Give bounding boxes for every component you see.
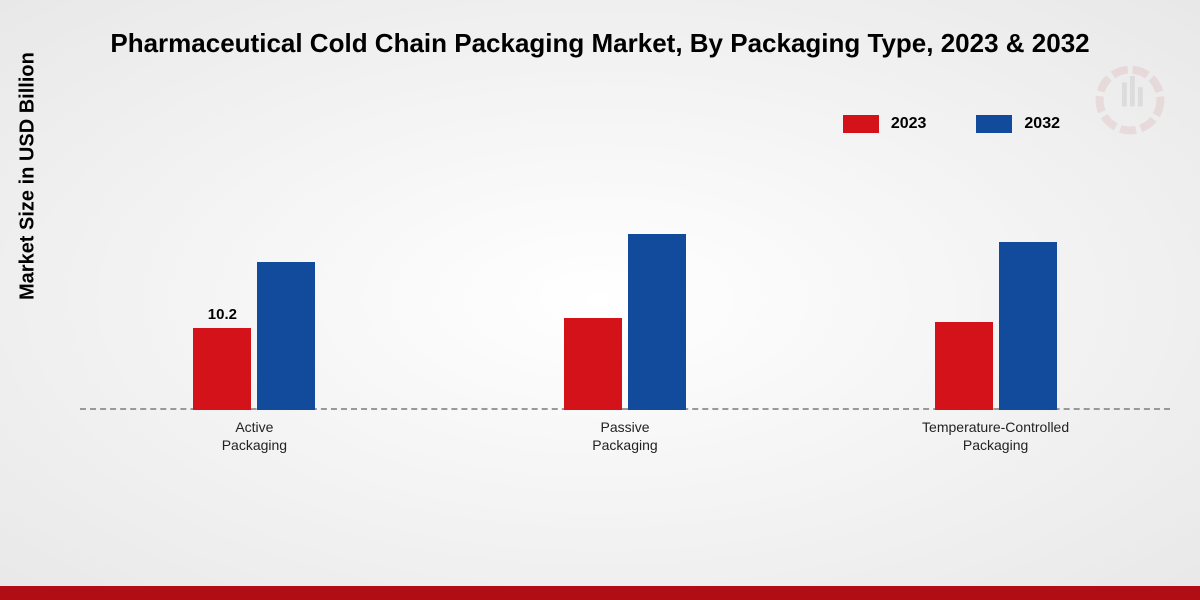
legend-label-2032: 2032 xyxy=(1024,115,1060,133)
bar-group: Temperature-Controlled Packaging xyxy=(935,242,1057,410)
legend-swatch-2023 xyxy=(843,115,879,133)
legend-item-2023: 2023 xyxy=(843,115,927,133)
bar-2023 xyxy=(935,322,993,410)
legend-swatch-2032 xyxy=(976,115,1012,133)
chart-title: Pharmaceutical Cold Chain Packaging Mark… xyxy=(0,28,1200,59)
legend: 2023 2032 xyxy=(843,115,1060,133)
category-label: Passive Packaging xyxy=(592,418,657,454)
bar-2032 xyxy=(628,234,686,410)
legend-item-2032: 2032 xyxy=(976,115,1060,133)
y-axis-label: Market Size in USD Billion xyxy=(17,52,40,300)
watermark-logo xyxy=(1090,60,1170,145)
bar-group: Passive Packaging xyxy=(564,234,686,410)
bar-2023 xyxy=(564,318,622,410)
legend-label-2023: 2023 xyxy=(891,115,927,133)
bar-group: 10.2Active Packaging xyxy=(193,262,315,410)
bar-2032 xyxy=(999,242,1057,410)
category-label: Temperature-Controlled Packaging xyxy=(922,418,1069,454)
bar-value-label: 10.2 xyxy=(208,306,237,323)
footer-bar xyxy=(0,586,1200,600)
bar-2032 xyxy=(257,262,315,410)
bar-2023: 10.2 xyxy=(193,328,251,410)
category-label: Active Packaging xyxy=(222,418,287,454)
plot-area: 10.2Active PackagingPassive PackagingTem… xyxy=(80,170,1170,470)
